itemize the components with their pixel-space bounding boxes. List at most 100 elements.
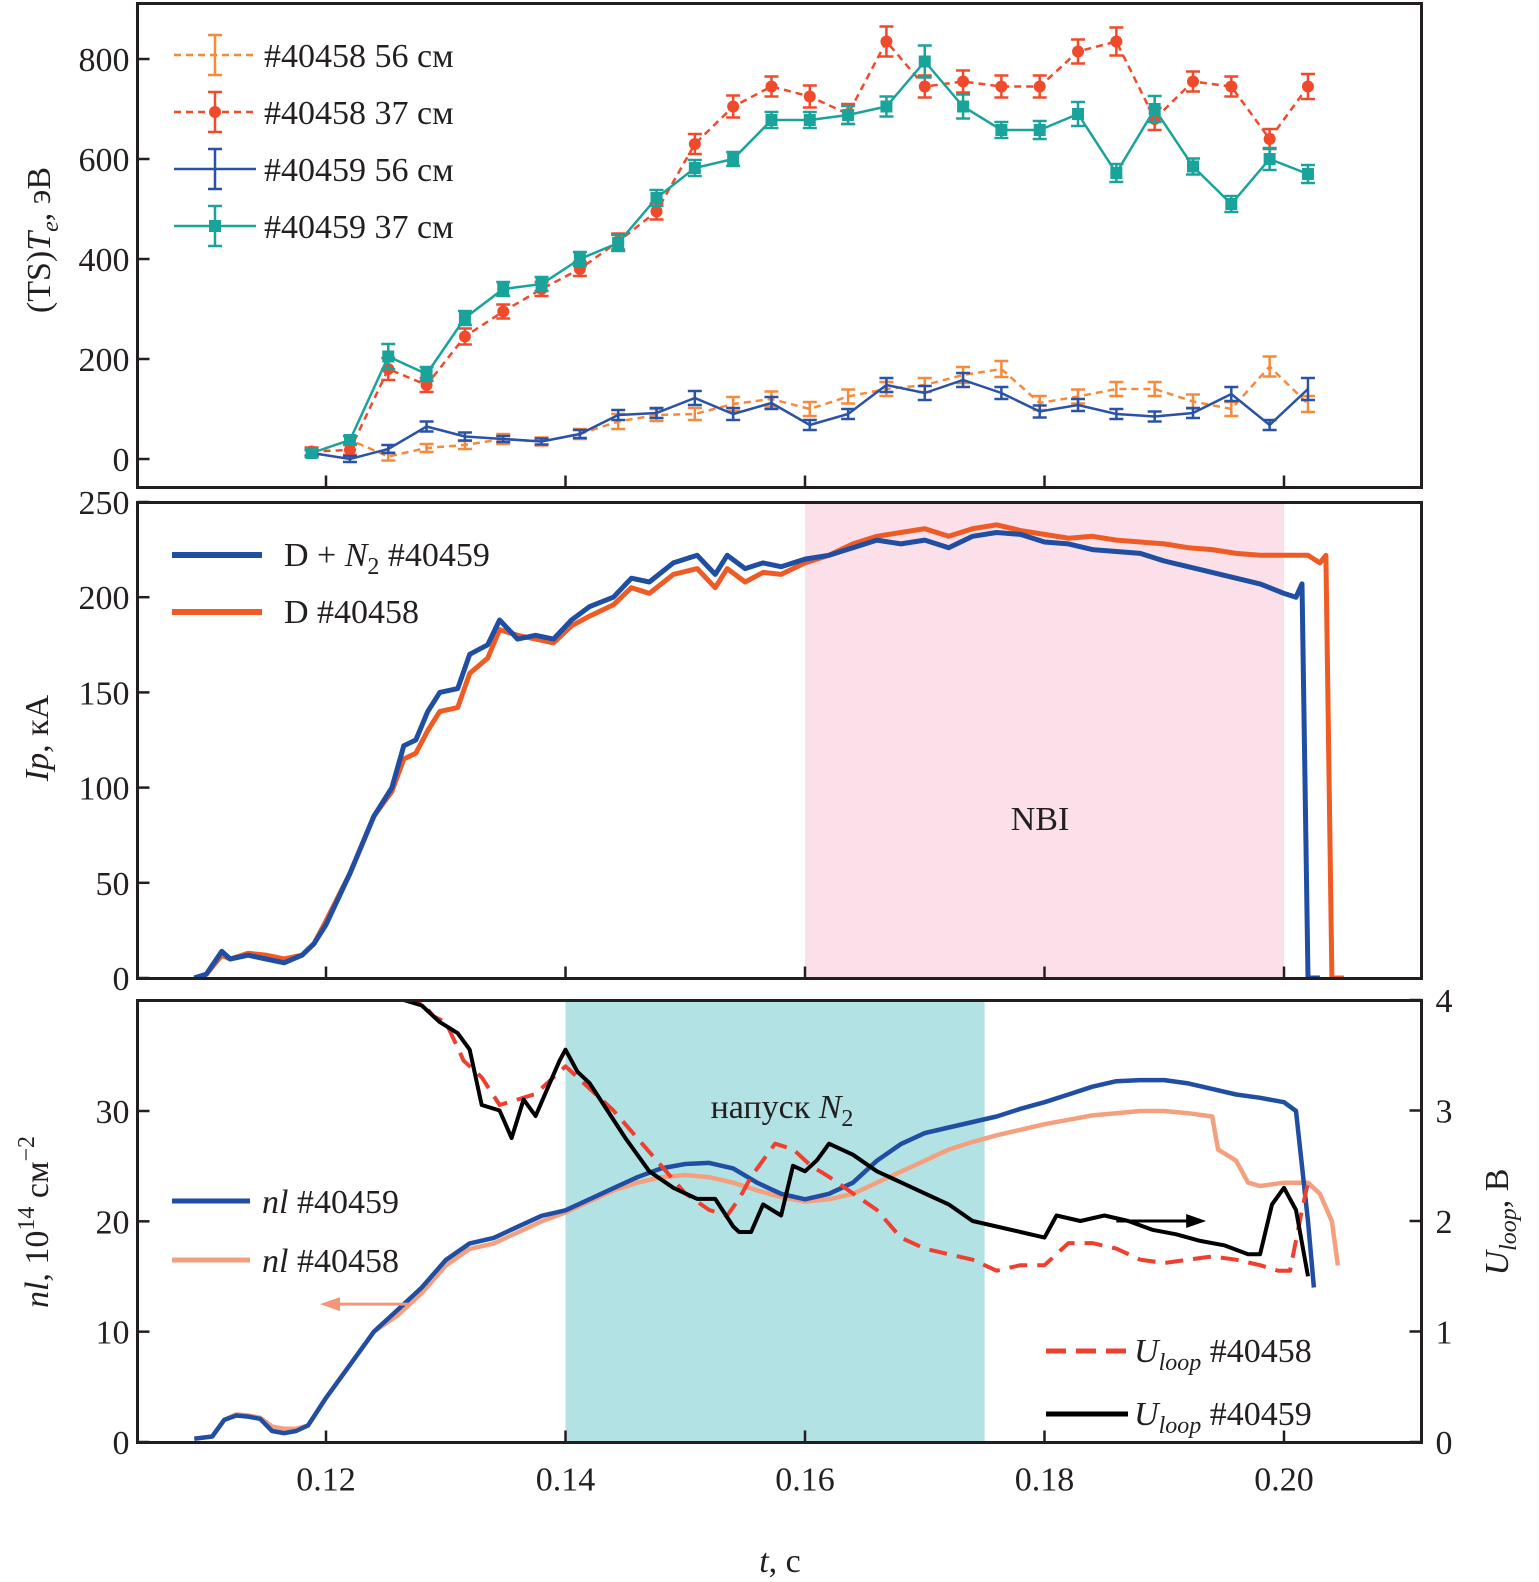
- te-data-point: [880, 35, 893, 48]
- y-tick-label: 0: [113, 442, 130, 479]
- te-data-point: [1072, 108, 1085, 120]
- te-error-bar: [1032, 404, 1047, 419]
- te-data-point: [458, 312, 471, 324]
- te-data-point: [1110, 167, 1123, 179]
- legend-marker: [209, 106, 221, 118]
- y-tick-label: 800: [79, 42, 130, 79]
- te-data-point: [727, 100, 740, 113]
- legend-label-uloop-40459: Uloop #40459: [1134, 1396, 1312, 1439]
- x-tick-label: 0.16: [775, 1462, 835, 1499]
- te-data-point: [880, 100, 893, 113]
- nbi-shaded-region: [805, 504, 1284, 977]
- te-error-bar: [572, 428, 587, 440]
- te-data-point: [1033, 124, 1046, 136]
- y-tick-label: 30: [96, 1094, 130, 1131]
- y-tick-label: 0: [113, 961, 130, 998]
- te-error-bar: [956, 371, 971, 389]
- x-tick-label: 0.14: [536, 1462, 596, 1499]
- y-tick-label: 10: [96, 1315, 130, 1352]
- te-data-point: [918, 55, 931, 68]
- te-ylabel: (TS)Te, эВ: [21, 167, 64, 313]
- te-error-bar: [1185, 393, 1200, 410]
- panel-ip: NBI 0 50 100 150 200 250 Ip, кА D + N2 #40459…: [19, 485, 1423, 998]
- legend-label: #40458 56 см: [264, 38, 454, 75]
- ip-ticks: 0 50 100 150 200 250: [79, 485, 1286, 998]
- te-data-point: [1301, 80, 1314, 93]
- te-data-point: [803, 90, 816, 103]
- y-tick-label: 150: [79, 675, 130, 712]
- te-error-bar: [994, 359, 1009, 379]
- ip-legend: D + N2 #40459 D #40458: [172, 537, 490, 631]
- te-data-point: [1186, 160, 1199, 173]
- legend-label-uloop-40458: Uloop #40458: [1134, 1333, 1312, 1376]
- te-data-point: [1110, 35, 1123, 48]
- x-tick-label: 0.18: [1015, 1462, 1075, 1499]
- te-error-bar: [496, 434, 511, 444]
- panel-nl-uloop: напуск N2 0.12 0.14 0.16 0.18 0.20 0 10 20 30 0 1 2…: [14, 983, 1522, 1580]
- nl-legend: nl #40459 nl #40458 Uloop #40458 Uloop #…: [172, 1184, 1312, 1439]
- nl-series-line-2: [403, 1002, 1310, 1273]
- x-tick-label: 0.12: [296, 1462, 356, 1499]
- te-error-bar: [726, 406, 741, 422]
- te-data-point: [573, 253, 586, 265]
- legend-label: #40459 37 см: [264, 209, 454, 246]
- nl-series-line-0: [194, 1077, 1317, 1441]
- nl-series-line-3: [403, 1002, 1310, 1277]
- ip-ylabel: Ip, кА: [19, 694, 56, 782]
- nl-ticks: 0.12 0.14 0.16 0.18 0.20 0 10 20 30 0 1 2 3 4: [96, 983, 1453, 1499]
- te-data-point: [688, 162, 701, 174]
- te-series-line-0: [311, 364, 1309, 458]
- te-data-point: [497, 283, 510, 295]
- te-data-point: [343, 434, 356, 446]
- te-ticks: 0 200 400 600 800: [79, 42, 1286, 488]
- te-error-bar: [917, 384, 932, 402]
- te-data-point: [727, 153, 740, 165]
- te-axes-frame: [136, 2, 1423, 489]
- te-error-bar: [1262, 355, 1277, 378]
- te-error-bar: [1147, 410, 1162, 423]
- te-data-point: [1263, 153, 1276, 165]
- te-error-bar: [342, 454, 357, 464]
- te-error-bar: [1185, 406, 1200, 420]
- y-tick-label: 200: [79, 342, 130, 379]
- left-arrow-icon: [320, 1297, 341, 1312]
- y-right-tick-label: 0: [1436, 1425, 1453, 1462]
- te-data-point: [1033, 80, 1046, 93]
- te-data-point: [1072, 45, 1085, 58]
- te-data-point: [612, 237, 625, 249]
- nbi-label: NBI: [1011, 801, 1070, 838]
- ip-series-line-0: [193, 530, 1320, 977]
- te-data-point: [1225, 198, 1238, 210]
- y-right-tick-label: 2: [1436, 1204, 1453, 1241]
- te-data-point: [420, 368, 433, 380]
- te-error-bar: [419, 442, 434, 454]
- axis-arrows: [320, 1214, 1207, 1312]
- te-error-bar: [687, 389, 702, 407]
- te-error-bar: [457, 431, 472, 442]
- te-data-point: [842, 109, 855, 121]
- legend-marker: [209, 220, 221, 232]
- te-error-bar: [1147, 380, 1162, 398]
- y-tick-label: 100: [79, 771, 130, 808]
- n2-puff-label: напуск N2: [711, 1089, 854, 1132]
- te-error-bar: [879, 376, 894, 394]
- te-error-bar: [649, 406, 664, 420]
- uloop-ylabel: Uloop, В: [1479, 1169, 1522, 1276]
- te-data-point: [688, 138, 701, 150]
- te-data-point: [765, 114, 778, 126]
- te-data-point: [1148, 103, 1161, 115]
- legend-label-40458: D #40458: [284, 594, 419, 631]
- y-right-tick-label: 4: [1436, 983, 1453, 1020]
- te-error-bar: [1262, 418, 1277, 432]
- te-legend: #40458 56 см #40458 37 см #40459 56 см #404…: [174, 33, 454, 248]
- y-right-tick-label: 1: [1436, 1315, 1453, 1352]
- te-error-bar: [534, 437, 549, 446]
- y-tick-label: 600: [79, 142, 130, 179]
- y-tick-label: 250: [79, 485, 130, 522]
- legend-label-40459: D + N2 #40459: [284, 537, 490, 580]
- te-error-bar: [994, 385, 1009, 401]
- te-data-point: [918, 80, 931, 93]
- right-arrow-icon: [1186, 1214, 1207, 1228]
- te-data-point: [995, 80, 1008, 93]
